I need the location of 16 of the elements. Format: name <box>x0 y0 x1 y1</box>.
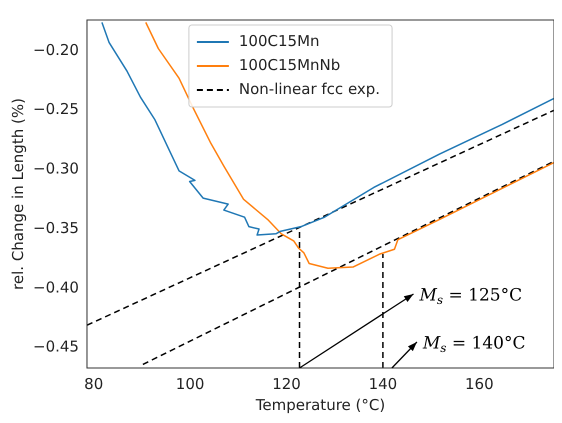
x-tick-label: 160 <box>464 374 494 393</box>
y-tick-label: −0.40 <box>33 278 79 296</box>
y-tick-label: −0.30 <box>33 160 79 178</box>
y-tick-label: −0.25 <box>33 100 79 118</box>
y-tick-label: −0.45 <box>33 338 79 356</box>
y-tick-label: −0.20 <box>33 40 79 59</box>
legend-label: 100C15Mn <box>238 32 320 50</box>
legend-label: Non-linear fcc exp. <box>238 80 380 98</box>
legend-label: 100C15MnNb <box>238 56 340 74</box>
x-tick-label: 100 <box>176 374 204 393</box>
x-tick-label: 80 <box>84 374 104 393</box>
y-axis-title: rel. Change in Length (%) <box>8 98 27 290</box>
y-tick-label: −0.35 <box>33 218 79 237</box>
x-tick-label: 140 <box>368 374 398 393</box>
x-axis-title: Temperature (°C) <box>254 396 386 414</box>
x-tick-label: 120 <box>272 374 301 393</box>
